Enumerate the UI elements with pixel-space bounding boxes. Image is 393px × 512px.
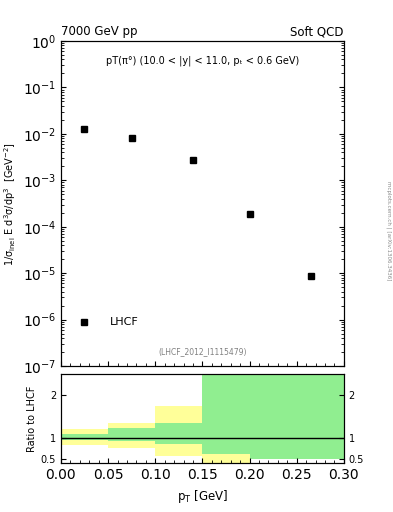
Text: mcplots.cern.ch | [arXiv:1306.3436]: mcplots.cern.ch | [arXiv:1306.3436] — [386, 181, 391, 280]
Y-axis label: Ratio to LHCF: Ratio to LHCF — [26, 386, 37, 452]
Y-axis label: 1/σ$_{\mathregular{inel}}$ E d$^3$σ/dp$^3$  [GeV$^{-2}$]: 1/σ$_{\mathregular{inel}}$ E d$^3$σ/dp$^… — [3, 141, 18, 266]
Text: LHCF: LHCF — [110, 317, 139, 327]
X-axis label: p$_{\mathregular{T}}$ [GeV]: p$_{\mathregular{T}}$ [GeV] — [177, 488, 228, 505]
Text: pT(π°) (10.0 < |y| < 11.0, pₜ < 0.6 GeV): pT(π°) (10.0 < |y| < 11.0, pₜ < 0.6 GeV) — [106, 56, 299, 66]
Text: 7000 GeV pp: 7000 GeV pp — [61, 26, 138, 38]
Text: (LHCF_2012_I1115479): (LHCF_2012_I1115479) — [158, 347, 247, 356]
Text: Soft QCD: Soft QCD — [290, 26, 344, 38]
